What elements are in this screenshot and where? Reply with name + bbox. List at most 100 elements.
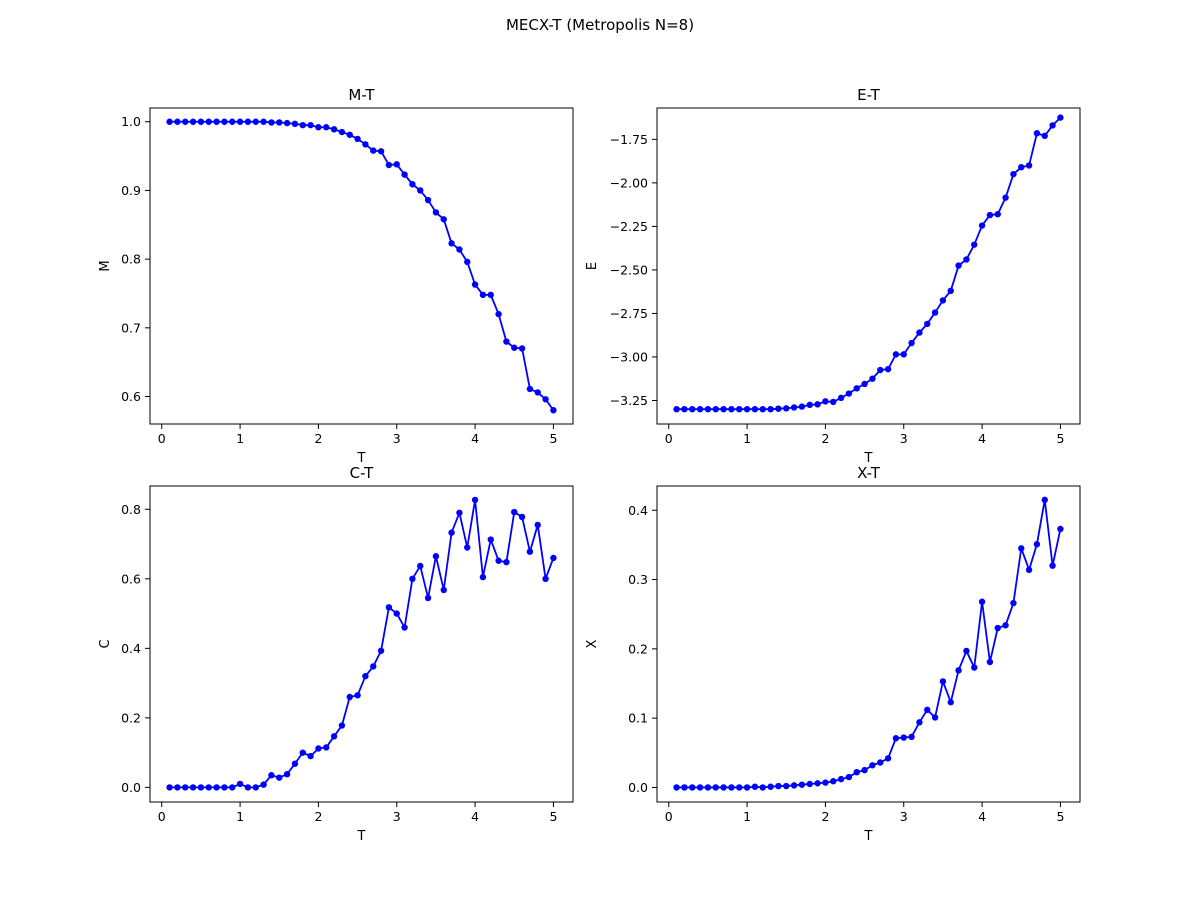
- x-tick-label: 0: [158, 431, 166, 446]
- data-point: [798, 781, 806, 788]
- data-point: [534, 521, 541, 529]
- data-point: [291, 120, 299, 128]
- data-point: [736, 406, 743, 413]
- data-point: [696, 784, 704, 791]
- data-point: [370, 663, 377, 670]
- data-point: [417, 562, 424, 570]
- data-point: [448, 240, 455, 247]
- y-tick-label: 0.2: [121, 710, 141, 725]
- subplot-x-t: X-T 0 1 2 3 4 5 0.0 0.1 0.2 0.3 0.4 T X: [585, 464, 1081, 844]
- data-point: [503, 558, 510, 566]
- data-point: [806, 780, 813, 788]
- data-point: [1041, 496, 1048, 504]
- subplot-grid: M-T 0 1 2 3 4 5 0.6 0.7 0.8 0.9 1.0 T M E-T 0 1 2 3 4 5 −3.25…: [98, 86, 1081, 844]
- data-point: [681, 784, 688, 791]
- data-point: [323, 744, 330, 751]
- data-point: [307, 752, 314, 760]
- data-point: [1025, 566, 1033, 574]
- subplot-title: X-T: [857, 464, 881, 482]
- data-point: [1002, 194, 1009, 201]
- data-point: [323, 124, 330, 131]
- x-tick-label: 4: [471, 809, 479, 824]
- data-point: [518, 345, 526, 352]
- data-point: [236, 780, 244, 788]
- x-tick-label: 1: [236, 431, 244, 446]
- data-point: [511, 344, 518, 351]
- data-point: [511, 508, 518, 516]
- data-point: [417, 187, 424, 194]
- x-tick-label: 1: [743, 431, 751, 446]
- data-point: [994, 211, 1001, 218]
- data-point: [260, 118, 267, 125]
- data-point: [479, 573, 487, 581]
- y-tick-label: −2.00: [610, 175, 648, 190]
- data-point: [971, 241, 978, 248]
- data-point: [931, 714, 939, 721]
- data-point: [681, 406, 688, 413]
- y-tick-label: 0.1: [628, 711, 648, 726]
- data-point: [814, 780, 821, 787]
- axes-frame: [656, 107, 1081, 425]
- data-point: [244, 118, 252, 125]
- data-point: [783, 405, 790, 412]
- data-point: [377, 647, 385, 654]
- data-point: [213, 118, 220, 125]
- data-point: [409, 575, 416, 583]
- data-point: [767, 783, 774, 790]
- data-point: [456, 509, 463, 516]
- data-point: [916, 719, 923, 726]
- data-point: [822, 779, 829, 786]
- data-point: [315, 124, 322, 131]
- data-point: [790, 404, 798, 411]
- data-point: [892, 351, 900, 358]
- data-point: [213, 784, 220, 791]
- data-point: [1018, 545, 1025, 552]
- data-point: [330, 126, 338, 133]
- x-tick-label: 5: [1056, 809, 1064, 824]
- y-tick-label: 0.8: [121, 502, 141, 517]
- x-axis-label: T: [357, 451, 366, 466]
- data-point: [798, 403, 806, 410]
- data-point: [385, 604, 393, 611]
- x-tick-label: 3: [393, 809, 401, 824]
- data-point: [315, 745, 322, 752]
- data-point: [837, 394, 845, 402]
- data-point: [916, 329, 923, 336]
- subplot-title: C-T: [350, 464, 375, 482]
- data-point: [534, 389, 541, 396]
- x-tick-label: 4: [978, 431, 986, 446]
- data-point: [346, 131, 353, 138]
- data-point: [720, 784, 727, 791]
- data-point: [751, 406, 759, 413]
- data-point: [354, 135, 361, 143]
- data-point: [712, 784, 719, 791]
- data-point: [1049, 562, 1056, 569]
- data-point: [955, 262, 962, 269]
- y-tick-label: −1.75: [610, 132, 648, 147]
- data-point: [166, 784, 173, 791]
- data-point: [221, 118, 228, 125]
- data-point: [268, 119, 275, 126]
- subplot-c-t: C-T 0 1 2 3 4 5 0.0 0.2 0.4 0.6 0.8 T C: [98, 464, 574, 844]
- data-point: [252, 784, 259, 791]
- data-point: [518, 513, 526, 521]
- data-point: [276, 119, 283, 126]
- data-point: [884, 365, 892, 373]
- data-point: [861, 380, 868, 388]
- subplot-m-t: M-T 0 1 2 3 4 5 0.6 0.7 0.8 0.9 1.0 T M: [98, 86, 574, 466]
- y-tick-label: 1.0: [121, 114, 141, 129]
- data-point: [1041, 132, 1048, 140]
- data-point: [338, 722, 346, 729]
- data-point: [978, 222, 986, 229]
- data-point: [393, 610, 400, 617]
- y-tick-label: 0.4: [121, 641, 141, 656]
- data-point: [939, 297, 947, 304]
- x-tick-label: 3: [393, 431, 401, 446]
- data-point: [182, 118, 189, 125]
- x-tick-label: 0: [665, 431, 673, 446]
- data-point: [440, 586, 447, 594]
- data-point: [994, 624, 1001, 632]
- data-point: [877, 759, 884, 766]
- data-point: [299, 749, 306, 756]
- data-point: [526, 385, 534, 393]
